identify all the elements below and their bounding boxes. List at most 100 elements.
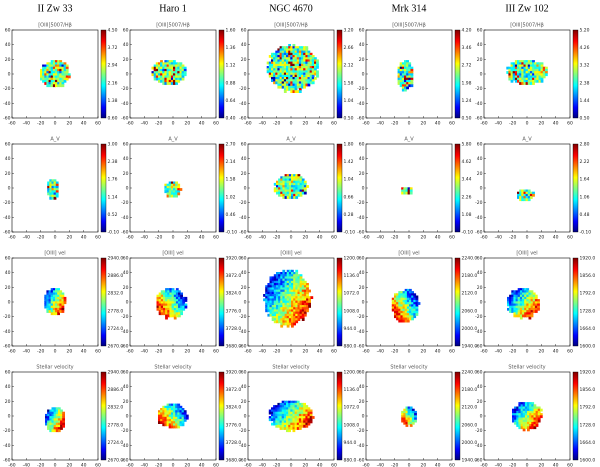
map-pixel — [533, 413, 537, 416]
map-pixel — [164, 62, 168, 66]
map-pixel — [59, 305, 63, 309]
map-pixel — [170, 410, 174, 413]
map-pixel — [277, 52, 281, 56]
x-tick-label: 60 — [567, 121, 573, 127]
map-pixel — [532, 310, 536, 313]
map-pixel — [293, 311, 296, 315]
map-pixel — [273, 416, 276, 419]
colorbar — [572, 257, 579, 347]
map-pixel — [286, 311, 290, 315]
map-pixel — [303, 61, 306, 65]
map-pixel — [55, 411, 59, 415]
map-pixel — [281, 46, 285, 49]
map-pixel — [406, 73, 409, 77]
map-pixel — [165, 307, 168, 311]
map-pixel — [301, 283, 305, 286]
map-pixel — [307, 411, 311, 415]
map-pixel — [52, 301, 56, 305]
map-pixel — [164, 408, 168, 411]
map-pixel — [271, 278, 275, 282]
map-pixel — [168, 408, 172, 411]
map-pixel — [406, 315, 410, 319]
colorbar-label: 1.36 — [226, 45, 236, 51]
map-pixel — [52, 290, 56, 294]
map-pixel — [160, 79, 163, 83]
map-pixel — [276, 298, 279, 302]
y-tick-label: 60 — [241, 370, 247, 376]
colorbar-label: 0.48 — [580, 212, 590, 218]
map-pixel — [283, 77, 287, 80]
map-pixel — [273, 79, 276, 82]
map-pixel — [283, 427, 287, 430]
map-pixel — [173, 75, 176, 79]
map-pixel — [303, 79, 306, 82]
map-pixel — [523, 66, 527, 70]
map-pixel — [283, 74, 287, 78]
map — [401, 187, 413, 195]
map-pixel — [55, 418, 59, 422]
map-pixel — [526, 305, 530, 309]
map-pixel — [47, 418, 50, 422]
map-pixel — [292, 79, 296, 82]
map-pixel — [523, 73, 527, 77]
map-pixel — [279, 427, 283, 430]
map-pixel — [168, 71, 172, 74]
map-pixel — [180, 307, 183, 311]
y-tick-label: 60 — [359, 142, 365, 148]
map-pixel — [288, 416, 291, 419]
map-pixel — [271, 283, 275, 286]
map-pixel — [151, 71, 155, 74]
map-pixel — [167, 292, 171, 296]
map-pixel — [281, 407, 285, 411]
map-pixel — [53, 185, 57, 189]
map-pixel — [303, 422, 306, 426]
map-pixel — [401, 62, 405, 66]
map-pixel — [40, 68, 43, 72]
map-pixel — [295, 182, 299, 186]
map-pixel — [301, 316, 305, 319]
map-pixel — [42, 79, 45, 83]
map-pixel — [309, 74, 313, 78]
map-pixel — [298, 418, 302, 422]
map-pixel — [305, 422, 309, 426]
map-pixel — [162, 77, 166, 81]
map-pixel — [170, 423, 174, 427]
map-pixel — [167, 314, 171, 318]
map-pixel — [297, 313, 301, 317]
map-pixel — [288, 185, 292, 188]
x-tick-label: 40 — [435, 463, 441, 467]
map-pixel — [55, 190, 59, 194]
map-pixel — [514, 71, 518, 74]
map-pixel — [524, 312, 527, 316]
map-pixel — [296, 405, 300, 408]
map-pixel — [401, 71, 405, 74]
map-pixel — [158, 303, 162, 307]
map-pixel — [296, 50, 300, 54]
map-pixel — [67, 75, 71, 79]
map-pixel — [296, 57, 300, 60]
map-pixel — [307, 422, 311, 426]
map-pixel — [307, 70, 311, 74]
map-pixel — [530, 292, 534, 296]
colorbar-label: 0.60 — [108, 116, 118, 122]
map-pixel — [175, 183, 178, 187]
map-pixel — [411, 408, 415, 412]
map-pixel — [298, 74, 302, 78]
map-pixel — [510, 64, 514, 68]
map-pixel — [542, 68, 546, 72]
map-pixel — [294, 402, 298, 406]
x-tick-label: -20 — [273, 349, 280, 355]
map-pixel — [286, 79, 289, 82]
map-pixel — [515, 312, 519, 316]
y-tick-label: 0 — [8, 414, 11, 420]
x-tick-label: 60 — [331, 349, 337, 355]
map-pixel — [525, 73, 529, 77]
map-pixel — [160, 290, 164, 294]
map-pixel — [55, 294, 58, 298]
map-pixel — [294, 418, 298, 422]
y-tick-label: -20 — [121, 314, 128, 320]
x-tick-label: 0 — [408, 121, 411, 127]
map-pixel — [168, 410, 172, 413]
map-pixel — [532, 73, 535, 77]
y-tick-label: 20 — [241, 57, 247, 63]
